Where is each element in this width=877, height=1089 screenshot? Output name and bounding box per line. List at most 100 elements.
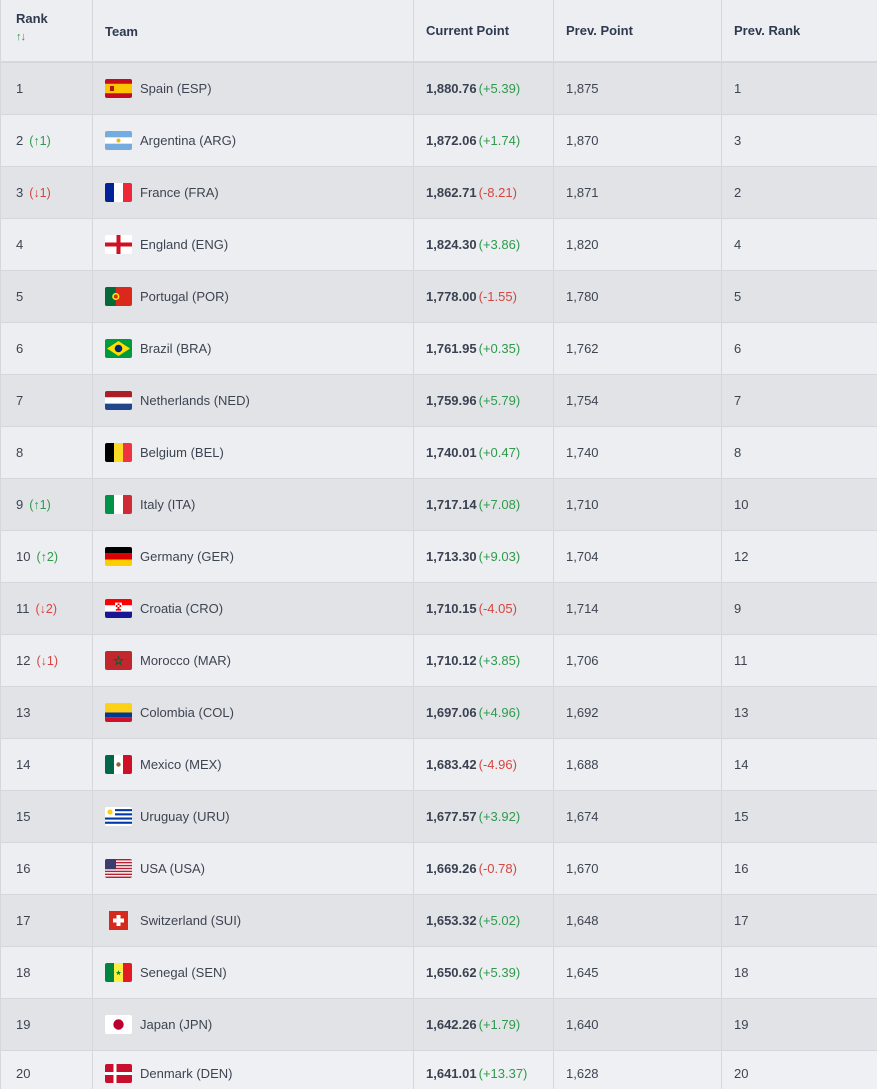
team-name[interactable]: Morocco (MAR) xyxy=(140,652,232,668)
prev-rank-cell: 19 xyxy=(721,998,877,1051)
rank-value: 3 xyxy=(16,184,24,200)
current-point-cell: 1,740.01 (+0.47) xyxy=(413,426,554,479)
rank-value: 19 xyxy=(16,1016,31,1032)
team-column-header[interactable]: Team xyxy=(92,0,414,63)
team-cell: Croatia (CRO) xyxy=(92,582,414,635)
prev-point-cell: 1,704 xyxy=(553,530,722,583)
points-delta: (+1.79) xyxy=(478,1016,521,1032)
team-name[interactable]: Germany (GER) xyxy=(140,548,234,564)
team-name[interactable]: Netherlands (NED) xyxy=(140,392,250,408)
table-row[interactable]: 13 Colombia (COL) 1,697.06 (+4.96) 1,692 … xyxy=(0,686,877,739)
team-name[interactable]: Senegal (SEN) xyxy=(140,964,227,980)
table-row[interactable]: 19 Japan (JPN) 1,642.26 (+1.79) 1,640 19 xyxy=(0,998,877,1051)
table-row[interactable]: 18 Senegal (SEN) 1,650.62 (+5.39) 1,645 1… xyxy=(0,946,877,999)
team-name[interactable]: USA (USA) xyxy=(140,860,206,876)
prev-rank: 10 xyxy=(734,496,749,512)
team-name[interactable]: Denmark (DEN) xyxy=(140,1065,233,1081)
team-name[interactable]: England (ENG) xyxy=(140,236,229,252)
prev-rank-cell: 7 xyxy=(721,374,877,427)
prev-rank-cell: 11 xyxy=(721,634,877,687)
team-name[interactable]: Croatia (CRO) xyxy=(140,600,224,616)
prev-point-cell: 1,692 xyxy=(553,686,722,739)
prev-rank: 1 xyxy=(734,80,742,96)
current-point-column-header[interactable]: Current Point xyxy=(413,0,554,63)
table-row[interactable]: 14 Mexico (MEX) 1,683.42 (-4.96) 1,688 14 xyxy=(0,738,877,791)
rank-change-indicator: (↓2) xyxy=(35,601,58,616)
argentina-flag-icon xyxy=(105,130,132,150)
table-row[interactable]: 8 Belgium (BEL) 1,740.01 (+0.47) 1,740 8 xyxy=(0,426,877,479)
rank-value: 12 xyxy=(16,652,31,668)
table-row[interactable]: 15 Uruguay (URU) 1,677.57 (+3.92) 1,674 1… xyxy=(0,790,877,843)
table-row[interactable]: 6 Brazil (BRA) 1,761.95 (+0.35) 1,762 6 xyxy=(0,322,877,375)
table-row[interactable]: 1 Spain (ESP) 1,880.76 (+5.39) 1,875 1 xyxy=(0,62,877,115)
table-row[interactable]: 5 Portugal (POR) 1,778.00 (-1.55) 1,780 5 xyxy=(0,270,877,323)
team-name[interactable]: Brazil (BRA) xyxy=(140,340,212,356)
prev-rank: 11 xyxy=(734,652,748,668)
rank-value: 6 xyxy=(16,340,24,356)
team-header-label: Team xyxy=(105,24,138,39)
table-row[interactable]: 12 (↓1) Morocco (MAR) 1,710.12 (+3.85) 1,7… xyxy=(0,634,877,687)
team-name[interactable]: Portugal (POR) xyxy=(140,288,229,304)
prev-point-cell: 1,714 xyxy=(553,582,722,635)
team-name[interactable]: Japan (JPN) xyxy=(140,1016,213,1032)
prev-points: 1,648 xyxy=(566,912,599,928)
current-points: 1,641.01 xyxy=(426,1065,477,1081)
team-cell: Mexico (MEX) xyxy=(92,738,414,791)
prev-points: 1,674 xyxy=(566,808,599,824)
prev-rank-cell: 9 xyxy=(721,582,877,635)
rank-value: 9 xyxy=(16,496,24,512)
team-cell: Switzerland (SUI) xyxy=(92,894,414,947)
rank-cell: 1 xyxy=(0,62,93,115)
table-row[interactable]: 11 (↓2) Croatia (CRO) 1,710.15 (-4.05) 1,7… xyxy=(0,582,877,635)
team-cell: Denmark (DEN) xyxy=(92,1050,414,1089)
team-name[interactable]: Switzerland (SUI) xyxy=(140,912,242,928)
team-cell: Morocco (MAR) xyxy=(92,634,414,687)
rank-cell: 3 (↓1) xyxy=(0,166,93,219)
table-row[interactable]: 20 Denmark (DEN) 1,641.01 (+13.37) 1,628 … xyxy=(0,1050,877,1089)
table-row[interactable]: 10 (↑2) Germany (GER) 1,713.30 (+9.03) 1,7… xyxy=(0,530,877,583)
prev-points: 1,871 xyxy=(566,184,599,200)
team-cell: Argentina (ARG) xyxy=(92,114,414,167)
team-cell: Japan (JPN) xyxy=(92,998,414,1051)
prev-rank-column-header[interactable]: Prev. Rank xyxy=(721,0,877,63)
rank-value: 14 xyxy=(16,756,31,772)
colombia-flag-icon xyxy=(105,702,132,722)
current-point-cell: 1,669.26 (-0.78) xyxy=(413,842,554,895)
prev-points: 1,780 xyxy=(566,288,599,304)
table-row[interactable]: 17 Switzerland (SUI) 1,653.32 (+5.02) 1,6… xyxy=(0,894,877,947)
prev-rank-cell: 20 xyxy=(721,1050,877,1089)
team-name[interactable]: Mexico (MEX) xyxy=(140,756,222,772)
team-name[interactable]: Italy (ITA) xyxy=(140,496,196,512)
prev-rank-cell: 15 xyxy=(721,790,877,843)
team-cell: Colombia (COL) xyxy=(92,686,414,739)
prev-points: 1,645 xyxy=(566,964,599,980)
table-row[interactable]: 9 (↑1) Italy (ITA) 1,717.14 (+7.08) 1,710 … xyxy=(0,478,877,531)
team-name[interactable]: Argentina (ARG) xyxy=(140,132,237,148)
current-points: 1,880.76 xyxy=(426,80,477,96)
team-name[interactable]: Colombia (COL) xyxy=(140,704,234,720)
sort-icon[interactable]: ↑↓ xyxy=(16,31,80,43)
prev-point-column-header[interactable]: Prev. Point xyxy=(553,0,722,63)
points-delta: (+7.08) xyxy=(478,496,521,512)
prev-point-cell: 1,754 xyxy=(553,374,722,427)
table-row[interactable]: 16 USA (USA) 1,669.26 (-0.78) 1,670 16 xyxy=(0,842,877,895)
rank-cell: 9 (↑1) xyxy=(0,478,93,531)
current-point-cell: 1,761.95 (+0.35) xyxy=(413,322,554,375)
current-points: 1,669.26 xyxy=(426,860,477,876)
rank-cell: 20 xyxy=(0,1050,93,1089)
team-name[interactable]: France (FRA) xyxy=(140,184,219,200)
points-delta: (+5.39) xyxy=(478,80,521,96)
rank-column-header[interactable]: Rank ↑↓ xyxy=(0,0,93,63)
table-row[interactable]: 7 Netherlands (NED) 1,759.96 (+5.79) 1,75… xyxy=(0,374,877,427)
team-cell: France (FRA) xyxy=(92,166,414,219)
team-name[interactable]: Uruguay (URU) xyxy=(140,808,230,824)
table-row[interactable]: 3 (↓1) France (FRA) 1,862.71 (-8.21) 1,871… xyxy=(0,166,877,219)
prev-points: 1,670 xyxy=(566,860,599,876)
prev-points: 1,820 xyxy=(566,236,599,252)
table-row[interactable]: 4 England (ENG) 1,824.30 (+3.86) 1,820 4 xyxy=(0,218,877,271)
team-cell: USA (USA) xyxy=(92,842,414,895)
team-name[interactable]: Belgium (BEL) xyxy=(140,444,224,460)
current-point-cell: 1,824.30 (+3.86) xyxy=(413,218,554,271)
team-name[interactable]: Spain (ESP) xyxy=(140,80,212,96)
table-row[interactable]: 2 (↑1) Argentina (ARG) 1,872.06 (+1.74) 1,… xyxy=(0,114,877,167)
